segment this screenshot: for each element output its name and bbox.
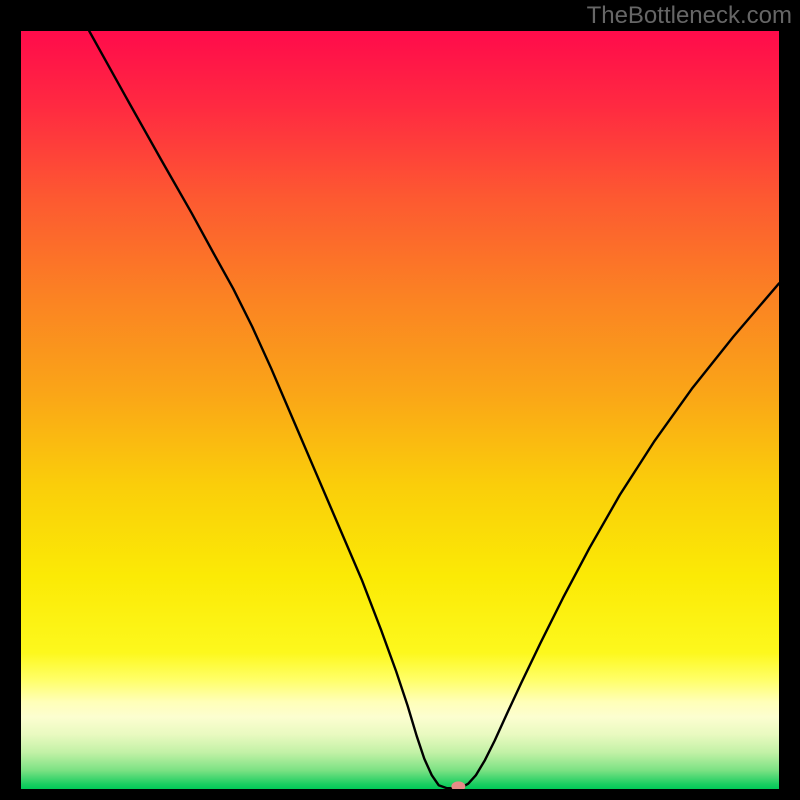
watermark-text: TheBottleneck.com [587, 2, 792, 30]
plot-area [21, 31, 779, 789]
chart-background [21, 31, 779, 789]
chart-frame: TheBottleneck.com [0, 0, 800, 800]
chart-svg [21, 31, 779, 789]
